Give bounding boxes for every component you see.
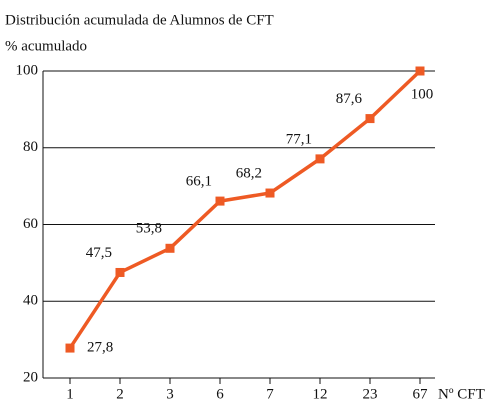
marker (165, 243, 175, 253)
y-axis-label: % acumulado (5, 38, 87, 54)
chart-title: Distribución acumulada de Alumnos de CFT (5, 12, 274, 28)
marker (365, 114, 375, 124)
data-label: 100 (411, 86, 434, 102)
x-tick-label: 3 (166, 386, 174, 402)
marker (265, 188, 275, 198)
x-tick-label: 1 (66, 386, 74, 402)
y-tick-label: 100 (16, 62, 39, 78)
x-tick-label: 2 (116, 386, 124, 402)
data-line (68, 69, 422, 350)
marker (115, 267, 125, 277)
marker (65, 343, 75, 353)
marker (415, 66, 425, 76)
x-tick-label: 23 (363, 386, 378, 402)
data-label: 66,1 (186, 174, 212, 190)
y-tick-label: 40 (23, 293, 38, 309)
y-tick-label: 80 (23, 139, 38, 155)
data-label: 53,8 (136, 221, 162, 237)
marker (215, 196, 225, 206)
data-label: 68,2 (236, 165, 262, 181)
x-tick-label: 7 (266, 386, 274, 402)
x-tick-label: 67 (413, 386, 429, 402)
marker (315, 154, 325, 164)
x-tick-label: 6 (216, 386, 224, 402)
data-label: 87,6 (336, 91, 363, 107)
data-label: 27,8 (87, 340, 113, 356)
data-label: 47,5 (86, 245, 112, 261)
y-tick-label: 60 (23, 216, 38, 232)
y-tick-label: 20 (23, 369, 38, 385)
data-label: 77,1 (286, 131, 312, 147)
x-axis-label: Nº CFT (438, 386, 485, 402)
x-tick-label: 12 (313, 386, 328, 402)
